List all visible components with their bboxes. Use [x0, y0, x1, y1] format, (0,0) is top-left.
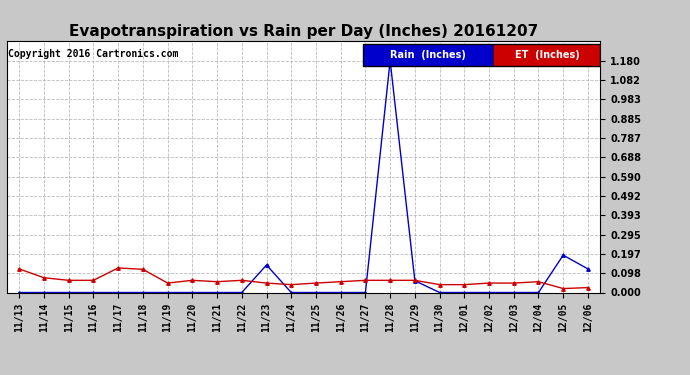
Title: Evapotranspiration vs Rain per Day (Inches) 20161207: Evapotranspiration vs Rain per Day (Inch… — [69, 24, 538, 39]
Text: Rain  (Inches): Rain (Inches) — [391, 50, 466, 60]
FancyBboxPatch shape — [493, 44, 600, 66]
Text: Copyright 2016 Cartronics.com: Copyright 2016 Cartronics.com — [8, 49, 179, 59]
Text: ET  (Inches): ET (Inches) — [515, 50, 580, 60]
FancyBboxPatch shape — [363, 44, 493, 66]
